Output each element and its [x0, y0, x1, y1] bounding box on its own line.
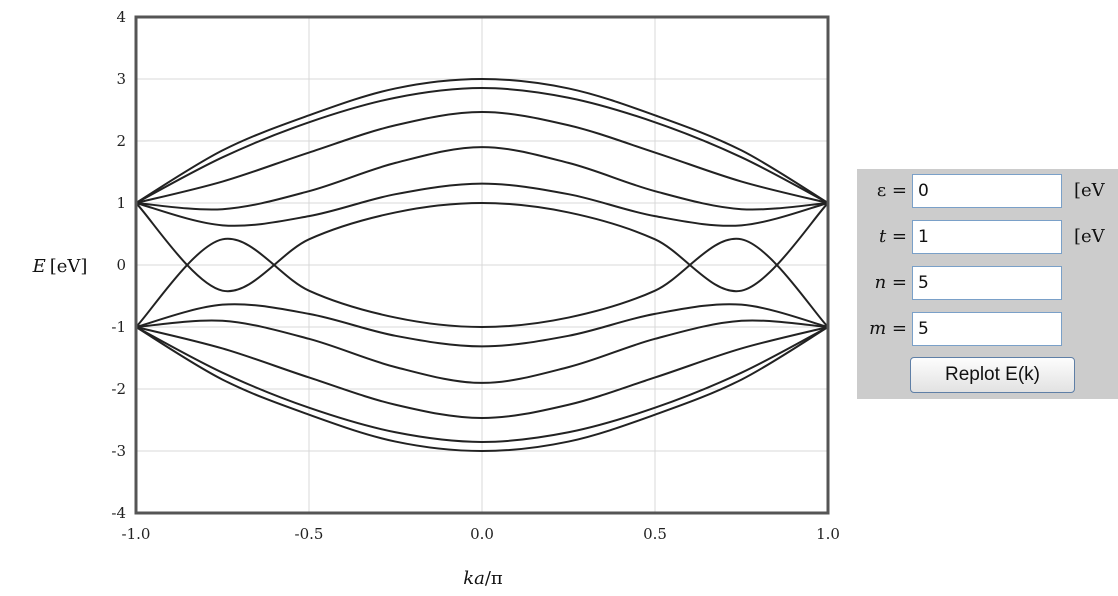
- parameter-panel: ε = [eV t = [eV n = m = Replot E(k): [857, 169, 1118, 399]
- x-axis-label-unit: /π: [485, 568, 503, 589]
- t-label-var: t: [878, 226, 887, 247]
- y-tick-label: -2: [111, 380, 126, 398]
- n-label-eq: =: [886, 272, 907, 293]
- band-line-1: [135, 77, 829, 204]
- band-line-10: [135, 326, 829, 420]
- x-tick-label: 0.5: [643, 525, 667, 543]
- t-label-eq: =: [886, 226, 907, 247]
- y-tick-label: 1: [116, 194, 126, 212]
- x-axis-label-var: ka: [463, 568, 485, 589]
- y-axis-label: E [eV]: [32, 256, 88, 277]
- x-tick-label: -1.0: [122, 525, 151, 543]
- y-tick-labels: -4 -3 -2 -1 0 1 2 3 4: [111, 8, 126, 522]
- y-axis-label-var: E: [32, 256, 46, 277]
- band-line-7: [135, 237, 829, 329]
- epsilon-unit: [eV: [1074, 180, 1105, 201]
- y-tick-label: -3: [111, 442, 126, 460]
- band-line-6: [135, 201, 829, 293]
- m-label-var: m: [869, 318, 887, 339]
- y-tick-label: 2: [116, 132, 126, 150]
- x-tick-label: 1.0: [816, 525, 840, 543]
- t-row: t = [eV: [857, 218, 1118, 256]
- y-tick-label: 4: [116, 8, 126, 26]
- y-axis-label-unit: [eV]: [50, 256, 88, 277]
- band-line-2: [135, 87, 829, 204]
- band-line-4: [135, 146, 829, 211]
- x-tick-labels: -1.0 -0.5 0.0 0.5 1.0: [122, 525, 840, 543]
- m-label: m =: [857, 310, 907, 348]
- band-line-8: [135, 303, 829, 348]
- n-label-var: n: [874, 272, 887, 293]
- band-structure-chart: -1.0 -0.5 0.0 0.5 1.0 -4 -3 -2 -1 0 1 2 3 4 ka/π E [e…: [32, 8, 840, 589]
- epsilon-row: ε = [eV: [857, 172, 1118, 210]
- band-line-3: [135, 110, 829, 204]
- epsilon-input[interactable]: [912, 174, 1062, 208]
- n-label: n =: [857, 264, 907, 302]
- band-line-11: [135, 326, 829, 443]
- y-tick-label: -1: [111, 318, 126, 336]
- x-tick-label: -0.5: [295, 525, 324, 543]
- t-input[interactable]: [912, 220, 1062, 254]
- y-tick-label: 3: [116, 70, 126, 88]
- band-line-12: [135, 326, 829, 453]
- band-line-9: [135, 319, 829, 384]
- grid: [135, 16, 829, 514]
- m-row: m =: [857, 310, 1118, 348]
- x-axis-label: ka/π: [463, 568, 503, 589]
- t-label: t =: [857, 218, 907, 256]
- m-input[interactable]: [912, 312, 1062, 346]
- band-line-5: [135, 182, 829, 227]
- m-label-eq: =: [886, 318, 907, 339]
- y-tick-label: 0: [116, 256, 126, 274]
- replot-button[interactable]: Replot E(k): [910, 357, 1075, 393]
- t-unit: [eV: [1074, 226, 1105, 247]
- curves: [135, 77, 829, 453]
- plot-frame: [134, 15, 830, 515]
- n-row: n =: [857, 264, 1118, 302]
- y-tick-label: -4: [111, 504, 126, 522]
- epsilon-label: ε =: [876, 180, 907, 201]
- n-input[interactable]: [912, 266, 1062, 300]
- x-tick-label: 0.0: [470, 525, 494, 543]
